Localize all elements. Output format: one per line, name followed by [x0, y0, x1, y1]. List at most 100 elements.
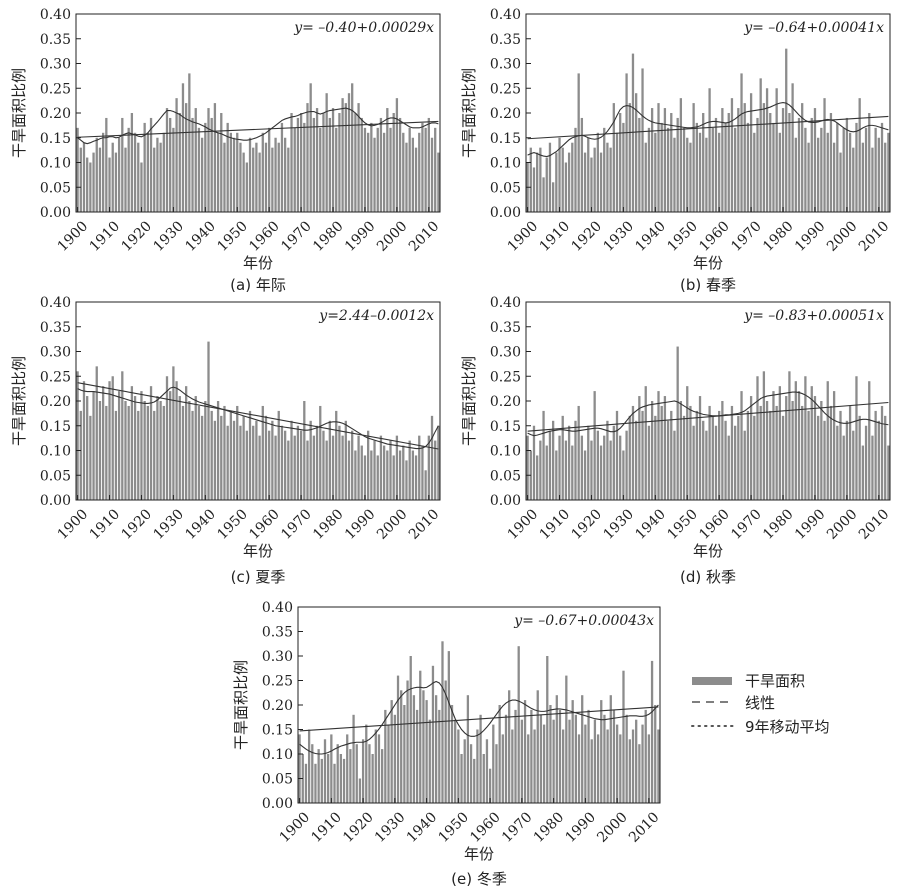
- bar: [264, 142, 268, 212]
- bar: [864, 425, 868, 500]
- bar: [149, 117, 153, 212]
- bar: [583, 152, 587, 212]
- y-tick-label: 0.00: [490, 493, 521, 509]
- y-tick-label: 0.30: [40, 57, 71, 73]
- y-tick-label: 0.30: [490, 345, 521, 361]
- bar: [730, 405, 734, 500]
- bar: [434, 127, 437, 212]
- bar: [571, 142, 574, 212]
- bar: [820, 401, 823, 500]
- bar: [801, 103, 804, 212]
- bar: [255, 142, 258, 212]
- bar: [117, 137, 121, 212]
- bar: [839, 152, 842, 212]
- bar: [772, 391, 775, 500]
- x-axis-label: 年份: [464, 845, 494, 863]
- bar: [415, 709, 419, 803]
- bar: [223, 405, 226, 500]
- bar: [689, 405, 692, 500]
- bar: [330, 734, 333, 803]
- bar: [743, 430, 746, 500]
- y-tick-label: 0.20: [40, 394, 71, 410]
- bar: [546, 656, 549, 803]
- bar: [567, 152, 571, 212]
- bar: [114, 152, 118, 212]
- bar: [574, 714, 577, 803]
- bar: [319, 405, 322, 500]
- bar: [105, 405, 108, 500]
- bar: [622, 122, 625, 212]
- bar: [842, 127, 845, 212]
- bar: [542, 724, 546, 803]
- bar: [676, 346, 679, 500]
- bar: [479, 714, 482, 803]
- bar: [644, 386, 647, 500]
- y-tick-label: 0.30: [490, 57, 521, 73]
- panel-summer: 0.40 0.35 0.30 0.25 0.20 0.15 0.10 0.05 0.001900…: [10, 295, 442, 586]
- bar: [387, 724, 390, 803]
- bar: [596, 734, 600, 803]
- bar: [82, 381, 86, 500]
- bar: [82, 142, 86, 212]
- bar: [370, 122, 373, 212]
- bar: [188, 401, 191, 500]
- bar: [788, 371, 791, 500]
- bar: [204, 122, 207, 212]
- bar: [185, 386, 188, 500]
- bar: [336, 744, 339, 803]
- bar: [615, 410, 619, 500]
- bar: [333, 763, 336, 803]
- bar: [679, 98, 683, 212]
- bar: [778, 386, 781, 500]
- bar: [638, 117, 641, 212]
- bar: [807, 142, 810, 212]
- bar: [855, 376, 858, 500]
- bar: [165, 108, 169, 212]
- x-tick-label: 1950: [664, 506, 701, 543]
- bar: [280, 425, 284, 500]
- bar: [159, 142, 162, 212]
- bar: [749, 396, 753, 500]
- bar: [430, 415, 434, 500]
- bar: [101, 386, 105, 500]
- bar: [290, 420, 293, 500]
- x-tick-label: 1990: [342, 506, 379, 543]
- bar: [609, 695, 612, 803]
- plot-frame: [525, 301, 891, 501]
- bar: [425, 700, 428, 803]
- bar: [580, 117, 584, 212]
- bar: [702, 420, 705, 500]
- bar: [245, 162, 248, 212]
- y-tick-label: 0.00: [40, 205, 71, 221]
- bar: [871, 435, 874, 500]
- bar: [772, 122, 775, 212]
- bar: [545, 157, 548, 212]
- bar: [296, 425, 300, 500]
- y-tick-label: 0.00: [40, 493, 71, 509]
- bar: [733, 127, 737, 212]
- bar: [200, 415, 204, 500]
- bar: [441, 641, 444, 803]
- x-tick-label: 1960: [696, 218, 733, 255]
- bar: [290, 113, 293, 212]
- bar: [536, 455, 539, 500]
- bar: [606, 420, 609, 500]
- bar: [826, 381, 829, 500]
- bar: [498, 705, 501, 803]
- bar: [323, 739, 327, 803]
- bar: [342, 758, 346, 803]
- bar: [631, 729, 635, 803]
- bar: [473, 758, 476, 803]
- bar: [804, 376, 807, 500]
- bar: [296, 117, 300, 212]
- bar: [695, 122, 698, 212]
- legend-bar-swatch: [692, 677, 732, 685]
- bar: [791, 83, 794, 212]
- bar: [887, 132, 890, 212]
- bar: [188, 73, 191, 213]
- x-tick-label: 2000: [374, 506, 411, 543]
- bar: [338, 113, 341, 212]
- bar: [411, 137, 415, 212]
- bar: [581, 695, 584, 803]
- bar: [564, 440, 568, 500]
